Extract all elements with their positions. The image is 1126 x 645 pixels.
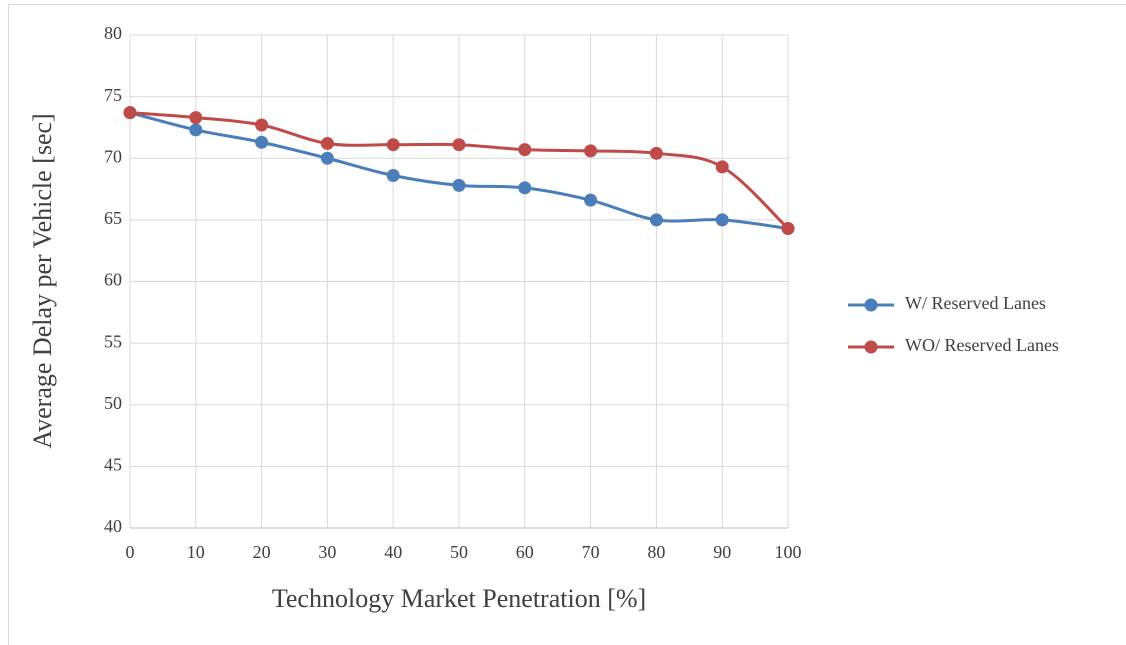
data-point: [584, 144, 598, 158]
data-point: [189, 123, 203, 137]
data-point: [386, 169, 400, 183]
data-point: [649, 213, 663, 227]
data-point: [715, 213, 729, 227]
x-tick-label: 100: [775, 542, 802, 562]
x-tick-label: 60: [516, 542, 534, 562]
y-tick-label: 75: [104, 85, 122, 105]
data-point: [189, 111, 203, 125]
x-tick-label: 30: [318, 542, 336, 562]
x-tick-label: 20: [253, 542, 271, 562]
y-tick-label: 50: [104, 393, 122, 413]
x-tick-label: 70: [582, 542, 600, 562]
x-tick-label: 10: [187, 542, 205, 562]
x-tick-label: 90: [713, 542, 731, 562]
chart-border: [8, 4, 1126, 645]
data-point: [123, 106, 137, 120]
legend-marker: [864, 298, 878, 312]
data-point: [452, 138, 466, 152]
x-tick-label: 80: [647, 542, 665, 562]
data-point: [452, 178, 466, 192]
data-point: [320, 136, 334, 150]
data-point: [518, 181, 532, 195]
y-tick-label: 45: [104, 455, 122, 475]
y-tick-label: 80: [104, 23, 122, 43]
x-tick-label: 0: [126, 542, 135, 562]
x-tick-label: 50: [450, 542, 468, 562]
legend-label: W/ Reserved Lanes: [905, 293, 1046, 313]
data-point: [518, 143, 532, 157]
data-point: [386, 138, 400, 152]
y-tick-label: 65: [104, 208, 122, 228]
data-point: [649, 146, 663, 160]
legend-label: WO/ Reserved Lanes: [905, 335, 1059, 355]
y-tick-label: 55: [104, 331, 122, 351]
data-point: [584, 193, 598, 207]
y-axis-title: Average Delay per Vehicle [sec]: [28, 113, 57, 448]
data-point: [781, 222, 795, 236]
y-tick-label: 40: [104, 516, 122, 536]
data-point: [320, 151, 334, 165]
x-axis-title: Technology Market Penetration [%]: [272, 584, 646, 613]
data-point: [255, 118, 269, 132]
y-tick-label: 70: [104, 146, 122, 166]
legend-marker: [864, 340, 878, 354]
data-point: [715, 160, 729, 174]
y-tick-label: 60: [104, 270, 122, 290]
data-point: [255, 135, 269, 149]
x-tick-label: 40: [384, 542, 402, 562]
